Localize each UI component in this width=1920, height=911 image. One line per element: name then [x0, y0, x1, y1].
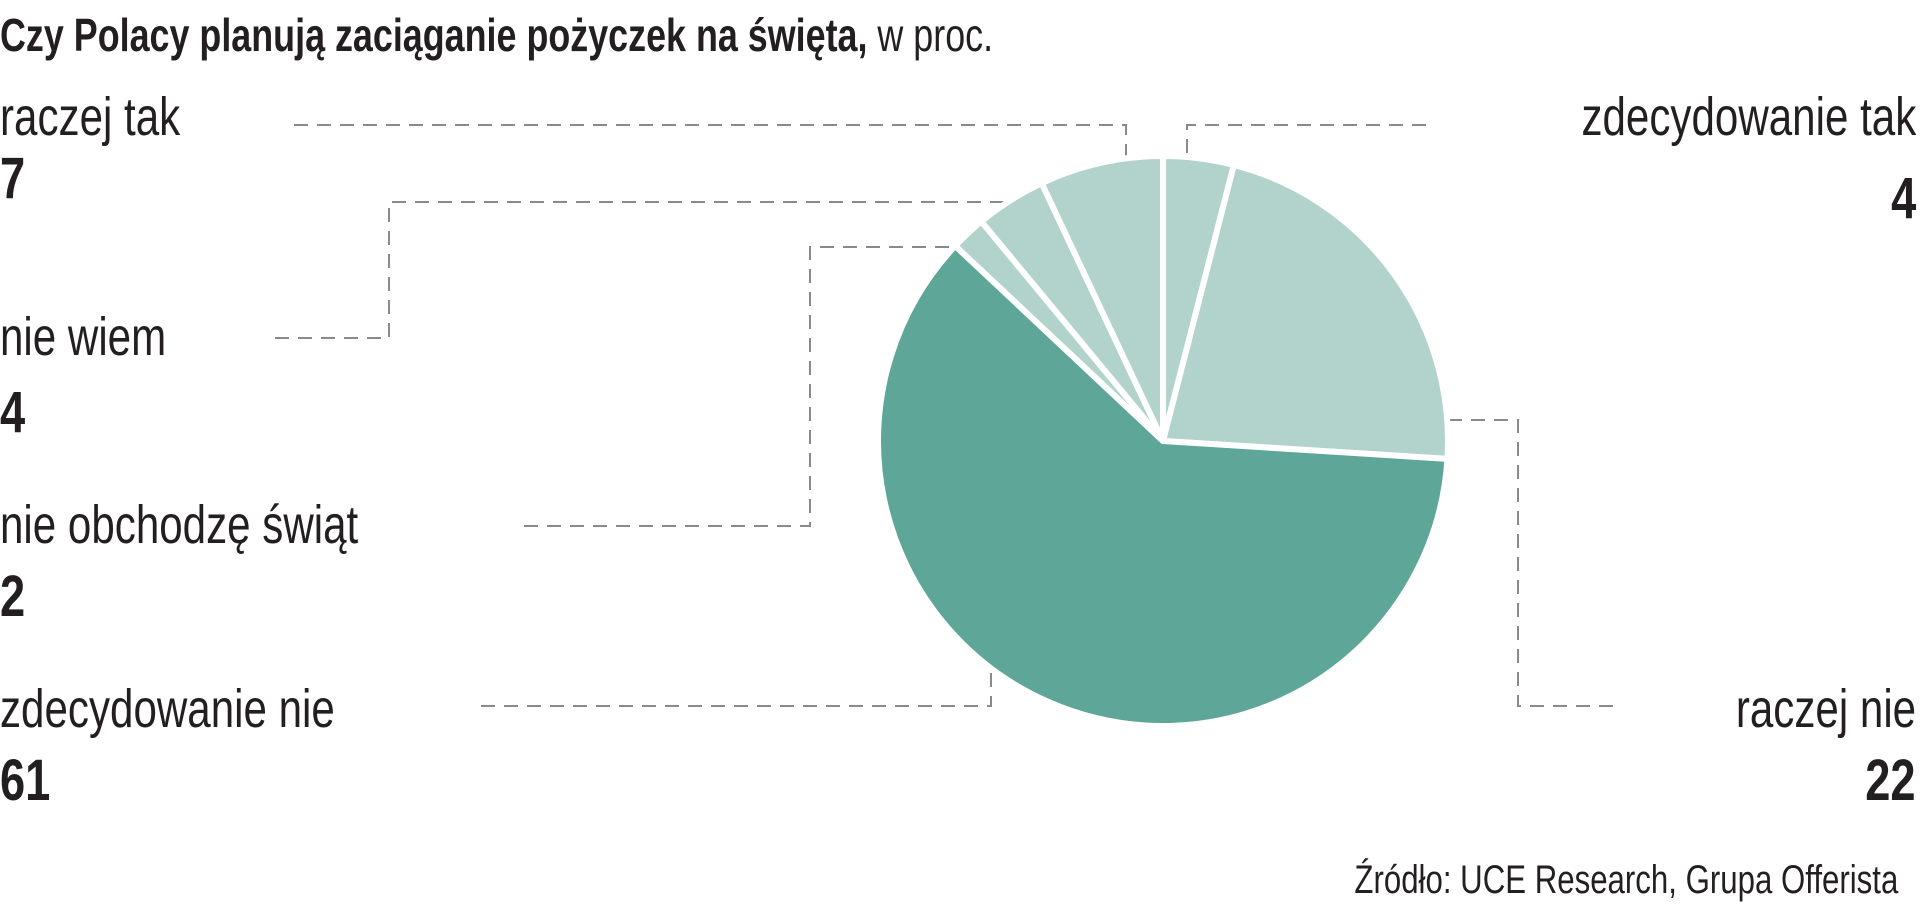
leader-zdecydowanie-nie	[481, 671, 992, 707]
label-nie-obchodze-swiat: nie obchodzę świąt	[0, 495, 359, 555]
leader-raczej-tak	[294, 124, 1127, 157]
chart-title: Czy Polacy planują zaciąganie pożyczek n…	[0, 12, 993, 58]
value-zdecydowanie-nie: 61	[0, 748, 51, 813]
value-nie-wiem: 4	[0, 380, 26, 445]
label-nie-wiem: nie wiem	[0, 307, 167, 367]
pie-slice-zdecydowanie-nie	[875, 242, 1451, 729]
pie-slice-raczej-nie	[1160, 161, 1451, 462]
source-note: Źródło: UCE Research, Grupa Offerista	[1354, 858, 1898, 902]
label-raczej-tak: raczej tak	[0, 87, 181, 147]
leader-zdecydowanie-tak	[1186, 124, 1426, 157]
value-raczej-nie: 22	[1865, 748, 1916, 813]
title-text: Czy Polacy planują zaciąganie pożyczek n…	[0, 9, 868, 61]
leader-raczej-nie	[1448, 419, 1622, 707]
value-zdecydowanie-tak: 4	[1890, 166, 1916, 231]
pie-slice-raczej-tak	[1038, 153, 1166, 444]
label-zdecydowanie-tak: zdecydowanie tak	[1581, 87, 1916, 147]
leader-nie-wiem	[275, 201, 1010, 339]
value-nie-obchodze-swiat: 2	[0, 564, 26, 629]
value-raczej-tak: 7	[0, 146, 26, 211]
label-raczej-nie: raczej nie	[1735, 679, 1916, 739]
label-zdecydowanie-nie: zdecydowanie nie	[0, 679, 335, 739]
title-unit: w proc.	[877, 9, 994, 61]
leader-nie-obchodze-swiat	[524, 246, 949, 527]
